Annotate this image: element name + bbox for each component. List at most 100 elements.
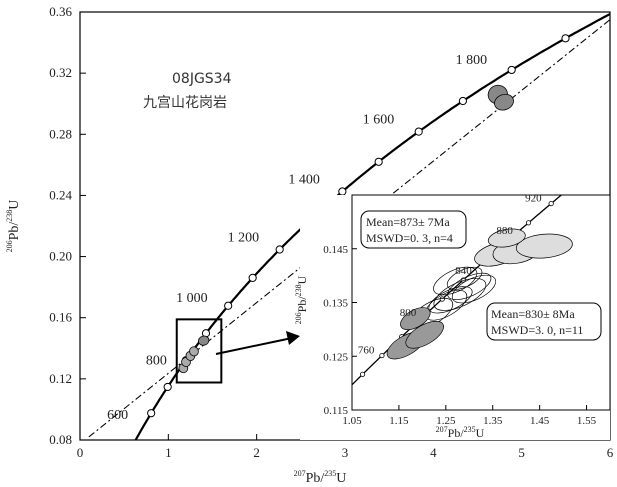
y-sup2: 238 <box>5 210 14 222</box>
age-marker <box>374 157 383 166</box>
inset-x-axis-label: 207Pb/235U <box>436 425 485 440</box>
inset-age-marker <box>439 296 445 302</box>
inset-ellipse-open <box>446 266 483 290</box>
age-label: 1 000 <box>176 291 208 306</box>
inset-ellipse-upper <box>515 233 573 259</box>
stat-box-upper-line1: Mean=873± 7Ma <box>366 215 450 229</box>
y-tick-label: 0.36 <box>49 4 72 19</box>
x-tick-label: 2 <box>253 445 260 460</box>
y-tick-label: 0.16 <box>49 310 72 325</box>
inset-ellipse-open <box>451 274 497 304</box>
y-tick-label: 0.28 <box>49 126 72 141</box>
zoom-box <box>175 318 223 384</box>
inset-y-axis-label: 206Pb/238U <box>294 275 309 324</box>
iy-mid: Pb/ <box>295 296 309 313</box>
age-marker <box>338 187 347 196</box>
iy-sup1: 206 <box>294 312 303 324</box>
inset-ellipse-open <box>433 266 478 296</box>
inset-age-label: 800 <box>400 307 417 319</box>
stat-box-lower <box>486 302 602 341</box>
y-tick-label: 0.20 <box>49 249 72 264</box>
age-marker <box>224 301 233 310</box>
iy-sup2: 238 <box>294 284 303 296</box>
x-sup1: 207 <box>294 469 306 478</box>
age-marker <box>147 409 156 418</box>
inset-y-tick-label: 0.145 <box>323 244 348 256</box>
age-label: 1 600 <box>363 113 395 128</box>
inset-x-tick-label: 1.35 <box>483 415 503 427</box>
error-ellipse <box>198 335 210 346</box>
stat-box-lower-line1: Mean=830± 8Ma <box>491 307 575 321</box>
age-marker <box>248 273 257 282</box>
inset-age-marker <box>572 182 576 186</box>
inset-ellipse-upper <box>487 228 526 248</box>
inset: 1.05 1.15 1.25 1.35 1.45 1.55 0.115 0.125 0.135 0… <box>294 182 611 440</box>
main-y-axis-label: 206Pb/238U <box>5 200 22 253</box>
age-label: 1 400 <box>288 173 320 188</box>
error-ellipse <box>189 346 199 357</box>
stat-box-upper <box>360 210 467 249</box>
inset-x-tick-label: 1.15 <box>389 415 409 427</box>
inset-age-label: 840 <box>455 265 472 277</box>
x-tick-label: 6 <box>607 445 614 460</box>
rock-name: 九宫山花岗岩 <box>143 95 227 111</box>
x-post: U <box>336 471 346 486</box>
age-marker <box>507 65 516 75</box>
inset-age-marker <box>359 371 366 377</box>
inset-plot-content: 760 800 840 880 920 <box>352 182 576 386</box>
x-tick-label: 0 <box>77 445 84 460</box>
inset-y-tick-label: 0.115 <box>324 405 349 417</box>
stat-box-upper-line2: MSWD=0. 3, n=4 <box>366 231 453 245</box>
inset-ellipse-dark <box>405 320 444 349</box>
x-tick-label: 3 <box>342 445 349 460</box>
stat-box-lower-line2: MSWD=3. 0, n=11 <box>491 323 583 337</box>
inset-age-marker <box>379 352 385 359</box>
inset-x-tick-label: 1.55 <box>577 415 597 427</box>
inset-ellipse-open <box>447 272 492 300</box>
x-tick-label: 5 <box>518 445 525 460</box>
inset-age-marker <box>525 220 532 226</box>
inset-age-label: 880 <box>496 225 513 237</box>
age-label: 1 200 <box>228 231 260 246</box>
x-mid: Pb/ <box>306 471 325 486</box>
error-ellipse <box>494 93 514 111</box>
age-marker <box>275 245 284 254</box>
inset-age-label: 920 <box>525 193 542 205</box>
x-tick-label: 4 <box>430 445 437 460</box>
zoom-arrow <box>215 337 293 355</box>
main-x-axis-label: 207Pb/235U <box>294 469 347 486</box>
age-label: 800 <box>146 353 167 368</box>
inset-x-tick-label: 1.25 <box>436 415 456 427</box>
inset-x-tick-label: 1.05 <box>342 415 362 427</box>
ix-post: U <box>476 426 485 440</box>
age-label: 600 <box>107 408 128 423</box>
inset-y-tick-label: 0.125 <box>323 351 348 363</box>
main-axis-ticks: 0 1 2 3 4 5 6 0.08 0.12 0.16 0.20 0.24 0.28 0.32 0.36 <box>49 4 614 460</box>
inset-x-tick-label: 1.45 <box>530 415 550 427</box>
x-sup2: 235 <box>324 469 336 478</box>
inset-age-label: 760 <box>358 345 375 357</box>
inset-clipped <box>352 182 576 386</box>
age-marker <box>458 96 468 106</box>
ix-sup1: 207 <box>436 425 448 434</box>
age-marker <box>163 382 172 392</box>
inset-axis-ticks: 1.05 1.15 1.25 1.35 1.45 1.55 0.115 0.125 0.135 0… <box>323 244 596 427</box>
y-mid: Pb/ <box>7 222 22 241</box>
inset-age-marker <box>548 200 554 207</box>
age-label: 1 800 <box>456 53 488 68</box>
iy-post: U <box>295 275 309 284</box>
age-marker <box>414 127 423 136</box>
ix-sup2: 235 <box>464 425 476 434</box>
inset-y-tick-label: 0.135 <box>323 298 348 310</box>
y-tick-label: 0.08 <box>49 432 72 447</box>
age-marker <box>561 34 570 43</box>
zoom-arrow-head <box>286 331 300 345</box>
y-post: U <box>7 200 22 210</box>
x-tick-label: 1 <box>165 445 172 460</box>
y-sup1: 206 <box>5 240 14 252</box>
ix-mid: Pb/ <box>448 426 465 440</box>
y-tick-label: 0.32 <box>49 65 72 80</box>
y-tick-label: 0.24 <box>49 187 72 202</box>
y-tick-label: 0.12 <box>49 371 72 386</box>
